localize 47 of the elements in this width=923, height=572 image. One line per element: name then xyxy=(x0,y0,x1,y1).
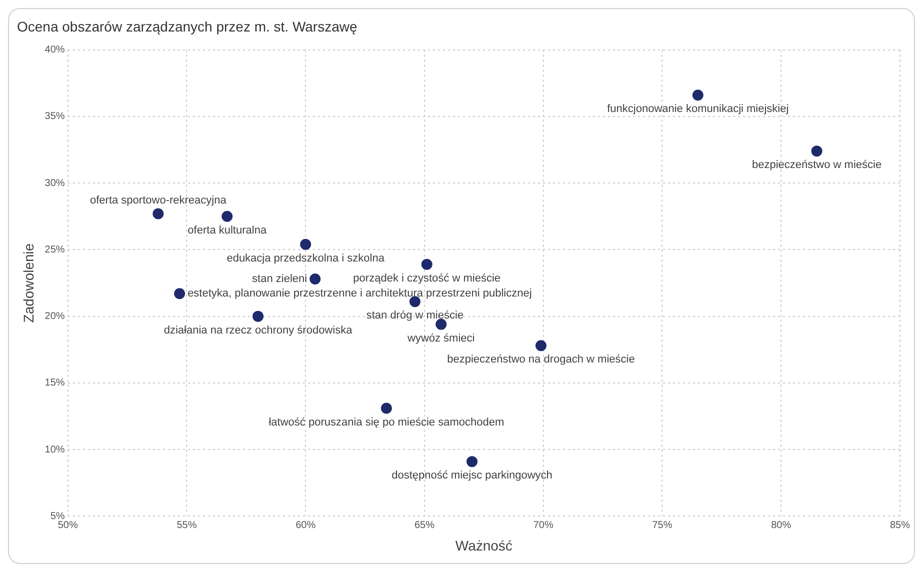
x-tick-label: 65% xyxy=(414,520,435,531)
point xyxy=(421,258,432,270)
annotation: wywóz śmieci xyxy=(406,332,475,344)
y-tick-label: 35% xyxy=(44,111,65,122)
y-tick-label: 15% xyxy=(44,378,65,389)
point xyxy=(436,318,447,330)
annotation: bezpieczeństwo w mieście xyxy=(752,159,882,172)
point xyxy=(692,90,704,101)
annotation: stan zieleni xyxy=(252,273,308,286)
y-tick-label: 30% xyxy=(44,178,65,189)
point xyxy=(811,146,822,157)
x-tick-label: 80% xyxy=(771,520,792,531)
x-tick-label: 75% xyxy=(652,520,672,531)
x-tick-label: 50% xyxy=(58,520,78,531)
y-tick-label: 25% xyxy=(44,244,65,256)
annotation: oferta kulturalna xyxy=(188,224,268,236)
annotation: edukacja przedszkolna i szkolna xyxy=(226,252,386,264)
annotation: oferta sportowo-rekreacyjna xyxy=(90,194,228,207)
point xyxy=(222,210,233,222)
x-tick-label: 55% xyxy=(176,520,197,531)
annotation: porządek i czystość w mieście xyxy=(353,272,501,284)
x-axis-title: Ważność xyxy=(455,537,512,554)
y-tick-label: 10% xyxy=(44,444,65,456)
point xyxy=(466,456,478,468)
point xyxy=(174,288,186,300)
annotation: działania na rzecz ochrony środowiska xyxy=(164,324,354,336)
y-axis-title: Zadowolenie xyxy=(20,243,36,323)
annotation: estetyka, planowanie przestrzenne i architektura przestrzeni publicznej xyxy=(188,288,532,300)
point xyxy=(380,402,392,414)
point xyxy=(535,340,546,352)
annotation: łatwość poruszania się po mieście samochodem xyxy=(268,416,504,428)
chart-title: Ocena obszarów zarządzanych przez m. st. Warszawę xyxy=(17,18,358,34)
point xyxy=(152,208,164,220)
x-tick-label: 70% xyxy=(533,520,554,531)
point xyxy=(409,296,420,308)
annotation: bezpieczeństwo na drogach w mieście xyxy=(447,354,635,366)
annotation: funkcjonowanie komunikacji miejskiej xyxy=(607,103,789,116)
x-tick-label: 85% xyxy=(890,520,910,531)
point xyxy=(252,310,264,322)
y-tick-label: 5% xyxy=(50,510,65,522)
annotation: stan dróg w mieście xyxy=(366,310,464,322)
point xyxy=(310,274,321,285)
x-tick-label: 60% xyxy=(296,520,316,531)
annotation: dostępność miejsc parkingowych xyxy=(392,470,552,482)
y-tick-label: 20% xyxy=(44,311,65,322)
point xyxy=(300,238,312,250)
y-tick-label: 40% xyxy=(44,44,65,56)
